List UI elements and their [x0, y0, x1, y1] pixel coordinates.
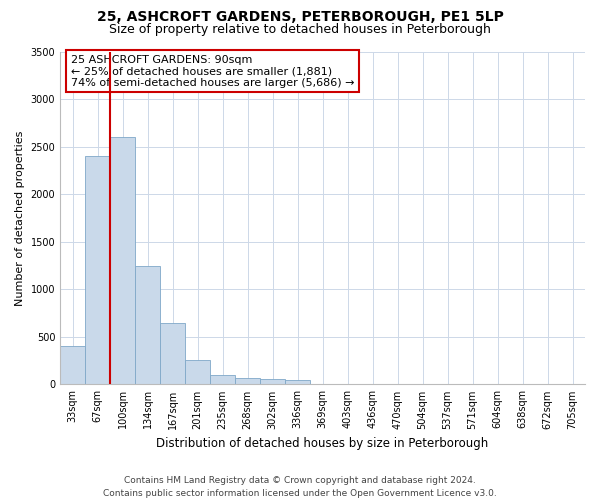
Bar [135, 266, 160, 384]
Text: 25 ASHCROFT GARDENS: 90sqm
← 25% of detached houses are smaller (1,881)
74% of s: 25 ASHCROFT GARDENS: 90sqm ← 25% of deta… [71, 55, 354, 88]
Bar [210, 375, 235, 384]
Bar [185, 360, 210, 384]
Bar [160, 322, 185, 384]
Y-axis label: Number of detached properties: Number of detached properties [15, 130, 25, 306]
Bar [110, 137, 135, 384]
Bar [285, 380, 310, 384]
Text: 25, ASHCROFT GARDENS, PETERBOROUGH, PE1 5LP: 25, ASHCROFT GARDENS, PETERBOROUGH, PE1 … [97, 10, 503, 24]
Text: Contains HM Land Registry data © Crown copyright and database right 2024.
Contai: Contains HM Land Registry data © Crown c… [103, 476, 497, 498]
X-axis label: Distribution of detached houses by size in Peterborough: Distribution of detached houses by size … [157, 437, 489, 450]
Text: Size of property relative to detached houses in Peterborough: Size of property relative to detached ho… [109, 22, 491, 36]
Bar [85, 156, 110, 384]
Bar [60, 346, 85, 385]
Bar [260, 378, 285, 384]
Bar [235, 378, 260, 384]
